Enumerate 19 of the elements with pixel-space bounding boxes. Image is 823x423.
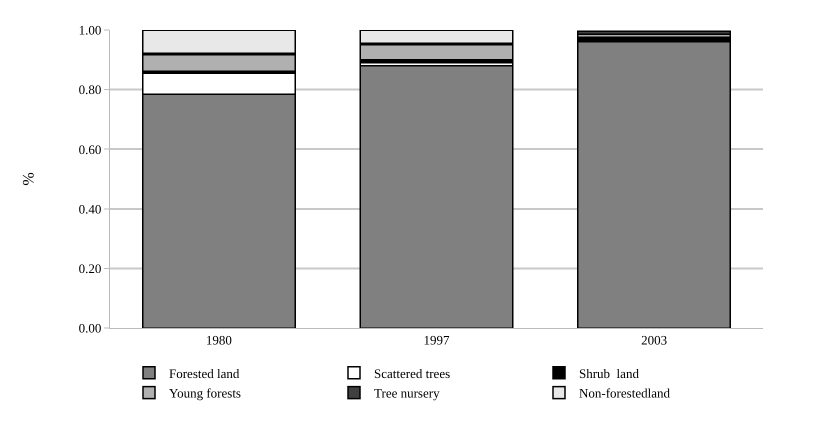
legend-label: Tree nursery (374, 386, 440, 401)
y-tick-label: 1.00 (78, 22, 102, 38)
legend-label: Scattered trees (374, 366, 450, 381)
x-tick-label: 1980 (206, 332, 232, 348)
legend-label: Forested land (169, 366, 240, 381)
legend-label: Shrub land (579, 366, 640, 381)
y-axis-title: % (20, 172, 38, 186)
y-tick-label: 0.40 (78, 201, 102, 216)
y-tick-label: 0.60 (78, 142, 102, 157)
y-tick-label: 0.80 (78, 82, 102, 98)
bar (360, 65, 514, 328)
bar (577, 41, 732, 328)
legend-label: Young forests (169, 386, 241, 401)
y-tick-label: 0.20 (78, 260, 102, 276)
legend-label: Non-forestedland (579, 386, 670, 401)
x-tick-label: 2003 (641, 332, 668, 348)
x-tick-label: 1997 (424, 332, 450, 348)
bar (577, 30, 732, 36)
y-tick-label: 0.00 (78, 320, 102, 336)
